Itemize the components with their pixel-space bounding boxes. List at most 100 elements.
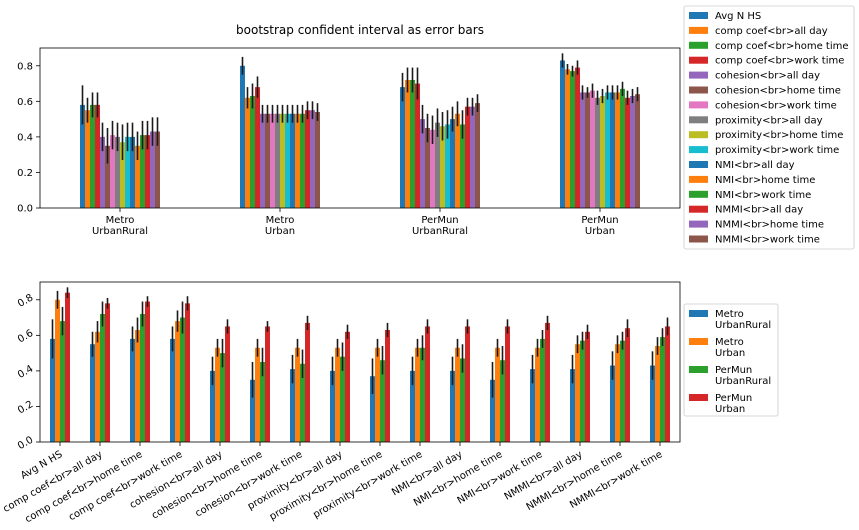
x-tick-label-line: UrbanRural — [92, 226, 148, 237]
bar — [125, 136, 130, 208]
bar — [450, 370, 455, 442]
bar — [175, 321, 180, 442]
legend-entry: Metro UrbanRural — [715, 309, 771, 331]
bar — [415, 347, 420, 442]
bar — [105, 145, 110, 208]
bar — [295, 113, 300, 208]
bar — [145, 135, 150, 208]
bar — [130, 136, 135, 208]
legend-entry-line: NMI<br>all day — [715, 160, 795, 171]
legend-entry: Avg N HS — [715, 11, 761, 22]
bar — [610, 365, 615, 442]
bar — [120, 142, 125, 208]
legend-entry-line: comp coef<br>all day — [715, 26, 828, 37]
bar — [575, 344, 580, 442]
bar — [465, 106, 470, 208]
bar — [600, 96, 605, 208]
bar — [215, 347, 220, 442]
x-tick-label: PerMun Urban — [581, 215, 618, 237]
bar — [580, 92, 585, 208]
legend-entry-line: Avg N HS — [715, 11, 761, 22]
legend-box — [683, 5, 855, 250]
legend-entry-line: proximity<br>work time — [715, 145, 839, 156]
bar — [455, 113, 460, 208]
legend-entry-line: UrbanRural — [715, 376, 771, 387]
bar — [435, 122, 440, 208]
bar — [265, 326, 270, 442]
y-tick-label: 0.6 — [16, 328, 35, 345]
bar — [330, 370, 335, 442]
bar — [580, 340, 585, 442]
legend-entry-line: proximity<br>all day — [715, 115, 823, 126]
legend-swatch — [689, 220, 708, 228]
bar — [470, 106, 475, 208]
bar — [275, 113, 280, 208]
bar — [55, 299, 60, 442]
bar — [135, 330, 140, 442]
bar — [660, 337, 665, 442]
bar — [140, 135, 145, 208]
legend-entry-line: NMMI<br>all day — [715, 205, 803, 216]
legend-entry-line: comp coef<br>work time — [715, 56, 844, 67]
bar — [560, 60, 565, 208]
bar — [60, 321, 65, 442]
x-tick-label-line: UrbanRural — [412, 226, 468, 237]
x-tick-label-line: PerMun — [421, 215, 458, 226]
bar — [150, 131, 155, 208]
legend-entry-line: NMI<br>work time — [715, 190, 811, 201]
legend-entry-line: PerMun — [715, 393, 752, 404]
legend-swatch — [689, 131, 708, 139]
bar — [180, 317, 185, 442]
bar — [270, 113, 275, 208]
bar — [250, 379, 255, 442]
x-tick-label-line: PerMun — [581, 215, 618, 226]
legend-entry-line: NMMI<br>home time — [715, 220, 824, 231]
bar — [315, 112, 320, 208]
bar — [400, 87, 405, 208]
bar — [250, 96, 255, 208]
bar — [100, 136, 105, 208]
bar — [80, 104, 85, 208]
legend-entry-line: cohesion<br>work time — [715, 100, 837, 111]
legend-entry: cohesion<br>work time — [715, 100, 837, 111]
bar — [635, 94, 640, 208]
bar — [570, 71, 575, 208]
legend-swatch — [689, 41, 708, 49]
x-tick-label-line: Urban — [585, 226, 615, 237]
bar — [625, 328, 630, 442]
plot-frame — [39, 281, 681, 443]
legend-entry-line: NMI<br>home time — [715, 175, 815, 186]
legend-swatch — [689, 394, 708, 401]
legend-entry: proximity<br>work time — [715, 145, 839, 156]
bar — [145, 301, 150, 442]
legend-swatch — [689, 86, 708, 94]
bar — [255, 347, 260, 442]
legend-swatch — [689, 235, 708, 243]
bar — [615, 92, 620, 208]
legend-swatch — [689, 366, 708, 373]
legend-entry-line: PerMun — [715, 365, 752, 376]
bar — [95, 104, 100, 208]
y-tick-label: 0.2 — [16, 399, 35, 416]
bar — [605, 92, 610, 208]
y-tick-label: 0.2 — [17, 168, 33, 179]
y-tick-label: 0.4 — [16, 363, 35, 380]
legend-entry-line: UrbanRural — [715, 320, 771, 331]
bar — [305, 110, 310, 208]
legend-entry: NMI<br>work time — [715, 190, 811, 201]
legend-entry: proximity<br>home time — [715, 130, 843, 141]
legend-entry: NMMI<br>all day — [715, 205, 803, 216]
bar — [135, 145, 140, 208]
bar — [665, 326, 670, 442]
bar — [615, 344, 620, 442]
bar — [460, 124, 465, 208]
bar — [425, 128, 430, 208]
legend-entry: comp coef<br>all day — [715, 26, 828, 37]
bar — [475, 103, 480, 208]
bar — [630, 96, 635, 208]
bar — [105, 303, 110, 442]
bar — [420, 347, 425, 442]
bar — [490, 379, 495, 442]
bar — [565, 69, 570, 208]
